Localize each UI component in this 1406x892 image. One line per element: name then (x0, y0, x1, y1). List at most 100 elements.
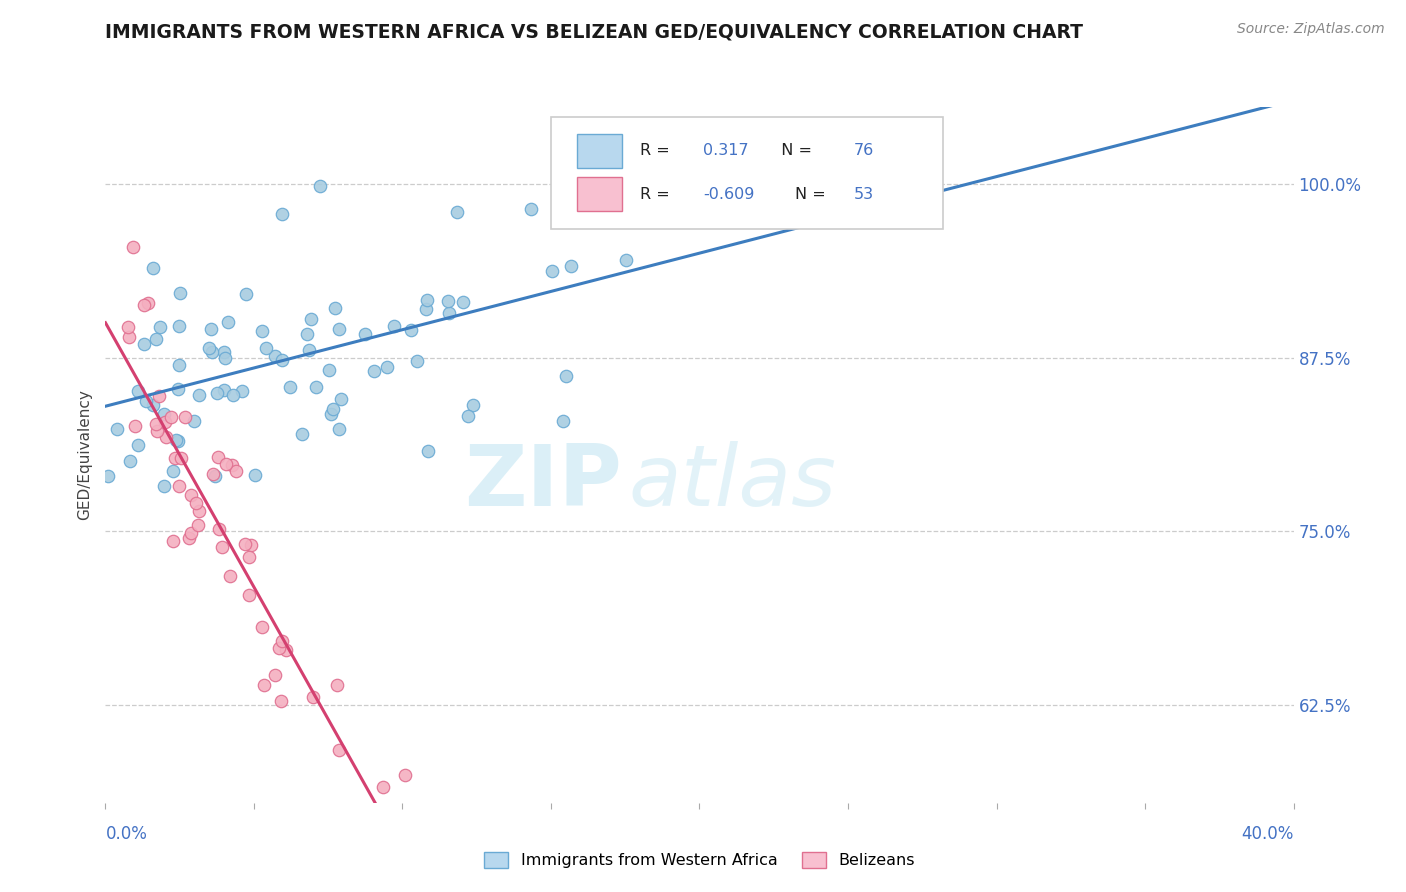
Point (254, 341, 277, 355)
Point (177, 531, 200, 545)
Text: R =: R = (640, 186, 675, 202)
Point (118, 453, 141, 467)
Point (233, 537, 256, 551)
Point (184, 496, 207, 510)
Point (169, 319, 191, 334)
Text: ZIP: ZIP (464, 442, 623, 524)
Point (132, 298, 155, 312)
Point (271, 634, 294, 648)
Point (560, 260, 582, 274)
Point (446, 205, 468, 219)
Point (222, 388, 245, 402)
Point (301, 311, 323, 326)
Point (267, 640, 290, 655)
Point (318, 363, 340, 377)
Point (304, 380, 326, 394)
Point (437, 294, 460, 309)
Point (540, 264, 562, 278)
Point (202, 467, 225, 481)
FancyBboxPatch shape (551, 118, 943, 229)
Point (250, 620, 273, 634)
Point (328, 422, 350, 436)
Point (328, 322, 350, 336)
Point (274, 643, 297, 657)
Point (461, 398, 484, 412)
Text: 40.0%: 40.0% (1241, 825, 1294, 843)
Text: N =: N = (794, 186, 831, 202)
Point (160, 409, 183, 424)
Point (148, 389, 170, 403)
Point (231, 384, 253, 398)
Point (117, 319, 139, 334)
Point (145, 417, 167, 431)
Point (253, 678, 276, 692)
Point (238, 588, 260, 602)
Text: 53: 53 (853, 186, 875, 202)
Point (221, 458, 243, 473)
Point (218, 568, 240, 582)
Point (239, 538, 262, 552)
Text: R =: R = (640, 144, 675, 159)
Point (118, 330, 141, 344)
Point (562, 179, 585, 194)
Point (322, 827, 344, 841)
Point (124, 418, 146, 433)
Point (205, 386, 228, 401)
Point (394, 768, 416, 782)
Point (167, 479, 190, 493)
Legend: Immigrants from Western Africa, Belizeans: Immigrants from Western Africa, Belizean… (478, 846, 921, 875)
Point (457, 409, 479, 424)
Point (214, 458, 236, 472)
Point (323, 301, 346, 315)
Point (155, 430, 177, 444)
Point (163, 450, 186, 465)
Point (187, 518, 209, 533)
Point (97, 469, 120, 483)
Point (437, 306, 460, 320)
Point (321, 407, 343, 421)
Point (375, 360, 398, 375)
Point (211, 541, 233, 555)
Point (217, 315, 239, 329)
Point (291, 426, 314, 441)
Point (416, 444, 439, 458)
Point (145, 332, 167, 346)
Point (212, 345, 235, 359)
Point (238, 549, 260, 564)
Point (180, 526, 202, 541)
Point (212, 384, 235, 398)
FancyBboxPatch shape (576, 134, 623, 168)
Point (382, 318, 405, 333)
Point (353, 326, 375, 341)
Point (170, 451, 193, 466)
Point (204, 468, 226, 483)
Point (187, 388, 209, 402)
Point (165, 434, 187, 448)
Y-axis label: GED/Equivalency: GED/Equivalency (77, 390, 93, 520)
Point (322, 402, 344, 417)
Point (225, 464, 247, 478)
Point (142, 261, 165, 276)
Point (167, 434, 190, 449)
Point (298, 343, 321, 357)
Point (270, 694, 292, 708)
Point (201, 344, 224, 359)
Point (207, 522, 229, 536)
Text: N =: N = (770, 144, 817, 159)
Point (200, 322, 222, 336)
Text: IMMIGRANTS FROM WESTERN AFRICA VS BELIZEAN GED/EQUIVALENCY CORRELATION CHART: IMMIGRANTS FROM WESTERN AFRICA VS BELIZE… (105, 22, 1084, 41)
Point (451, 294, 474, 309)
Point (136, 296, 159, 310)
Text: Source: ZipAtlas.com: Source: ZipAtlas.com (1237, 22, 1385, 37)
Point (152, 479, 174, 493)
Point (214, 351, 236, 365)
Point (551, 414, 574, 428)
FancyBboxPatch shape (576, 178, 623, 211)
Point (105, 422, 128, 436)
Point (270, 353, 292, 368)
Point (278, 380, 301, 394)
Point (145, 424, 167, 438)
Point (153, 416, 176, 430)
Text: -0.609: -0.609 (703, 186, 755, 202)
Point (167, 359, 190, 373)
